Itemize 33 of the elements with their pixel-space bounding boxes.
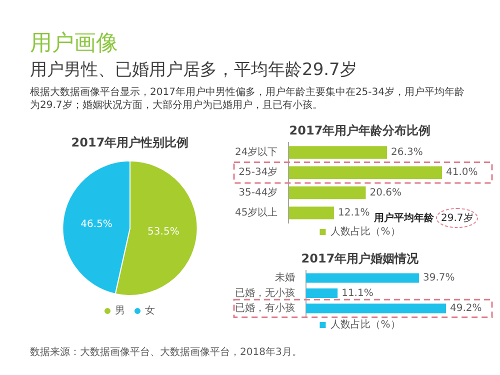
legend-label: 男 <box>115 306 125 317</box>
y-tick-label: 已婚，有小孩 <box>235 302 295 314</box>
y-tick-label: 未婚 <box>275 272 295 284</box>
data-label: 12.1% <box>338 208 370 219</box>
data-label: 39.7% <box>422 272 455 284</box>
data-label: 46.5% <box>80 219 112 230</box>
data-label: 53.5% <box>148 226 180 238</box>
legend-label: 女 <box>145 304 155 317</box>
bar <box>288 186 366 200</box>
y-tick-label: 45岁以上 <box>234 206 278 219</box>
bar <box>288 166 442 179</box>
text: 用户画像 <box>30 30 118 58</box>
text: 根据大数据画像平台显示，2017年用户中男性偏多，用户年龄主要集中在25-34岁，用户平均年龄为29.7岁；婚姻状况方面，大部分用户为已婚用户，且已有小孩。 <box>30 86 466 112</box>
y-tick-label: 24岁以下 <box>234 146 278 158</box>
bar <box>288 206 334 220</box>
data-label: 26.3% <box>391 147 423 158</box>
data-label: 11.1% <box>342 288 374 299</box>
legend-label: 人数占比（%） <box>330 318 400 331</box>
dashed-oval: 29.7岁 <box>436 208 478 228</box>
chart-title: 2017年用户性别比例 <box>71 135 189 150</box>
y-tick-label: 已婚，无小孩 <box>235 286 295 299</box>
data-label: 41.0% <box>446 167 478 178</box>
chart-title: 2017年用户婚姻情况 <box>301 251 420 266</box>
legend-label: 人数占比（%） <box>330 226 400 238</box>
chart-title: 2017年用户年龄分布比例 <box>289 123 431 138</box>
data-label: 20.6% <box>370 187 402 198</box>
y-tick-label: 35-44岁 <box>238 186 278 198</box>
text: 用户男性、已婚用户居多，平均年龄29.7岁 <box>30 59 357 81</box>
annotation: 用户平均年龄 <box>374 211 434 225</box>
y-tick-label: 25-34岁 <box>238 166 278 178</box>
source-note: 数据来源：大数据画像平台、大数据画像平台，2018年3月。 <box>30 346 302 359</box>
bar <box>288 146 388 159</box>
data-label: 49.2% <box>450 302 482 314</box>
